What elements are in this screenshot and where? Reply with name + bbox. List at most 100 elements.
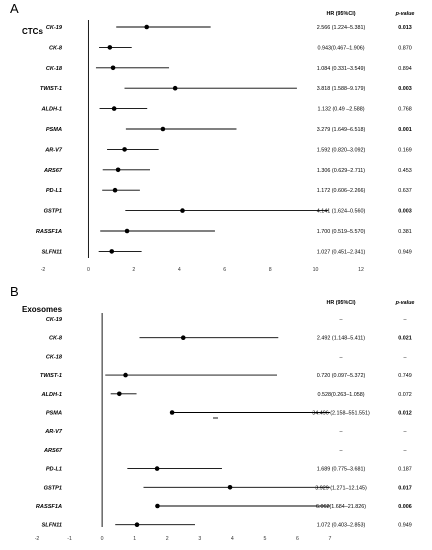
hr-ci-value: 1.306 (0.629–2.711): [317, 168, 365, 174]
p-value: 0.949: [398, 249, 412, 255]
hr-point: [109, 249, 115, 254]
gene-label: ARS67: [43, 168, 63, 174]
gene-label: TWIST-1: [40, 86, 62, 92]
x-tick-label: 6: [296, 536, 299, 542]
gene-label: PSMA: [46, 127, 62, 133]
p-value: 0.169: [398, 147, 412, 153]
hr-ci-value: 34.496 (2.158–551.551): [312, 411, 370, 417]
gene-label: AR-V7: [44, 429, 63, 435]
panel-title: Exosomes: [22, 305, 63, 314]
hr-ci-value: 1.132 (0.49 –2.588): [317, 107, 364, 113]
gene-label: TWIST-1: [40, 373, 62, 379]
hr-point: [227, 485, 233, 490]
p-value: 0.453: [398, 168, 412, 174]
hr-ci-value: 1.700 (0.519–5.570): [317, 229, 366, 235]
hr-point: [144, 24, 150, 30]
gene-label: CK-18: [46, 354, 63, 360]
p-value: 0.021: [398, 336, 412, 342]
hr-point: [110, 65, 116, 71]
x-tick-label: 0: [101, 536, 104, 542]
hr-ci-value: 1.072 (0.403–2.853): [317, 523, 366, 529]
x-tick-label: 4: [231, 536, 234, 542]
x-tick-label: 12: [358, 267, 364, 273]
x-tick-label: -1: [67, 536, 72, 542]
hr-point: [155, 503, 160, 509]
hr-ci-value: –: [340, 448, 343, 454]
hr-point: [115, 167, 121, 173]
x-tick-label: -2: [35, 536, 40, 542]
hr-ci-value: 2.492 (1.148–5.411): [317, 336, 365, 342]
hr-column-header: HR (95%CI): [326, 300, 355, 306]
gene-label: ALDH-1: [40, 392, 62, 398]
panel-title: CTCs: [22, 27, 43, 36]
x-tick-label: -2: [41, 267, 46, 273]
hr-ci-value: 1.592 (0.820–3.092): [317, 147, 366, 153]
hr-point: [123, 372, 128, 378]
p-value: 0.381: [398, 229, 412, 235]
p-value: 0.003: [398, 209, 412, 215]
gene-label: AR-V7: [44, 147, 63, 153]
hr-ci-value: –: [340, 429, 343, 435]
p-value: –: [404, 317, 407, 323]
hr-point: [122, 147, 127, 152]
p-value: 0.949: [398, 523, 412, 529]
hr-ci-value: 1.689 (0.775–3.681): [317, 467, 366, 473]
hr-point: [154, 466, 160, 471]
p-value: –: [404, 429, 407, 435]
hr-ci-value: 1.084 (0.331–3.549): [317, 66, 366, 72]
hr-ci-value: 1.172 (0.606–2.266): [317, 188, 366, 194]
hr-ci-value: 0.528(0.263–1.058): [317, 392, 364, 398]
hr-ci-value: –: [340, 317, 343, 323]
gene-label: CK-19: [46, 25, 63, 31]
hr-ci-value: 3.818 (1.588–9.179): [317, 86, 366, 92]
hr-ci-value: 6.062(1.684–21.826): [316, 504, 366, 510]
hr-ci-value: 4.141 (1.624–0.560): [317, 209, 366, 215]
gene-label: CK-8: [49, 45, 63, 51]
x-tick-label: 4: [178, 267, 181, 273]
p-value: –: [404, 448, 407, 454]
p-value: 0.749: [398, 373, 412, 379]
p-value: 0.013: [398, 25, 412, 31]
hr-ci-value: 1.027 (0.451–2.341): [317, 249, 366, 255]
hr-ci-value: 0.943(0.467–1.906): [317, 45, 364, 51]
gene-label: PD-L1: [46, 467, 62, 473]
x-tick-label: 2: [132, 267, 135, 273]
hr-point: [160, 126, 166, 132]
p-value: 0.072: [398, 392, 412, 398]
p-value-column-header: p-value: [395, 300, 415, 306]
hr-point: [124, 228, 130, 234]
p-value: –: [404, 354, 407, 360]
hr-ci-value: 0.720 (0.097–5.372): [317, 373, 366, 379]
p-value: 0.894: [398, 66, 412, 72]
hr-point: [112, 187, 118, 193]
p-value: 0.768: [398, 107, 412, 113]
gene-label: PSMA: [46, 411, 62, 417]
hr-point: [117, 391, 122, 397]
hr-ci-value: 3.279 (1.649–6.518): [317, 127, 366, 133]
gene-label: CK-8: [49, 336, 63, 342]
x-tick-label: 1: [133, 536, 136, 542]
gene-label: RASSF1A: [36, 229, 62, 235]
panel-label: A: [10, 1, 19, 16]
gene-label: PD-L1: [46, 188, 62, 194]
p-value: 0.187: [398, 467, 412, 473]
x-tick-label: 5: [263, 536, 266, 542]
x-tick-label: 6: [223, 267, 226, 273]
gene-label: CK-19: [46, 317, 63, 323]
hr-point: [169, 410, 175, 415]
hr-ci-value: 2.566 (1.224–5.381): [317, 25, 366, 31]
gene-label: RASSF1A: [36, 504, 62, 510]
gene-label: ARS67: [43, 448, 63, 454]
gene-label: ALDH-1: [40, 107, 62, 113]
gene-label: GSTP1: [44, 485, 62, 491]
x-tick-label: 2: [166, 536, 169, 542]
hr-point: [172, 85, 178, 91]
gene-label: SLFN11: [42, 249, 62, 255]
p-value: 0.003: [398, 86, 412, 92]
hr-ci-value: –: [340, 354, 343, 360]
gene-label: SLFN11: [42, 523, 62, 529]
hr-point: [134, 522, 140, 527]
hr-point: [180, 208, 185, 213]
hr-column-header: HR (95%CI): [326, 11, 355, 17]
